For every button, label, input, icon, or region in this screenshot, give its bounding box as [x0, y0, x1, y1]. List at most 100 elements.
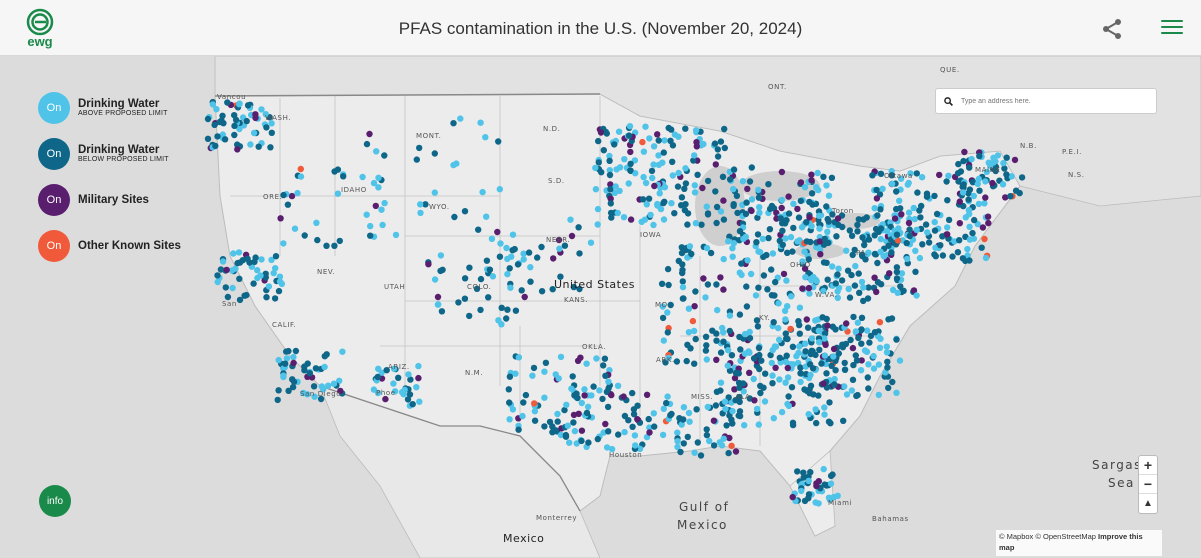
site-marker[interactable]	[297, 173, 305, 180]
site-marker[interactable]	[573, 390, 580, 397]
site-marker[interactable]	[903, 255, 911, 263]
site-marker[interactable]	[762, 370, 769, 377]
site-marker[interactable]	[673, 358, 681, 365]
site-marker[interactable]	[290, 359, 297, 367]
site-marker[interactable]	[712, 188, 719, 195]
site-marker[interactable]	[258, 106, 265, 113]
site-marker[interactable]	[981, 235, 988, 243]
site-marker[interactable]	[1003, 154, 1010, 161]
site-marker[interactable]	[733, 192, 741, 200]
site-marker[interactable]	[870, 352, 877, 360]
site-marker[interactable]	[690, 157, 697, 164]
site-marker[interactable]	[805, 477, 812, 485]
ewg-logo[interactable]: ewg	[22, 8, 58, 52]
site-marker[interactable]	[741, 422, 748, 429]
site-marker[interactable]	[778, 196, 786, 204]
site-marker[interactable]	[398, 389, 406, 396]
site-marker[interactable]	[835, 350, 842, 357]
site-marker[interactable]	[679, 266, 686, 274]
site-marker[interactable]	[1000, 159, 1007, 167]
site-marker[interactable]	[223, 266, 230, 274]
site-marker[interactable]	[981, 200, 988, 207]
site-marker[interactable]	[769, 346, 776, 354]
site-marker[interactable]	[714, 146, 721, 153]
site-marker[interactable]	[231, 122, 238, 130]
site-marker[interactable]	[775, 324, 782, 332]
site-marker[interactable]	[244, 255, 251, 262]
site-marker[interactable]	[982, 194, 989, 201]
site-marker[interactable]	[660, 405, 667, 412]
site-marker[interactable]	[268, 129, 275, 136]
site-marker[interactable]	[381, 199, 388, 207]
site-marker[interactable]	[613, 166, 620, 173]
site-marker[interactable]	[720, 197, 727, 204]
site-marker[interactable]	[531, 417, 539, 424]
site-marker[interactable]	[455, 299, 462, 306]
site-marker[interactable]	[650, 410, 657, 417]
site-marker[interactable]	[437, 252, 445, 259]
site-marker[interactable]	[862, 256, 869, 263]
site-marker[interactable]	[722, 405, 729, 413]
site-marker[interactable]	[263, 124, 270, 131]
site-marker[interactable]	[893, 188, 900, 195]
site-marker[interactable]	[784, 364, 791, 372]
site-marker[interactable]	[212, 142, 219, 150]
site-marker[interactable]	[795, 214, 803, 221]
site-marker[interactable]	[823, 182, 830, 189]
site-marker[interactable]	[726, 312, 734, 319]
site-marker[interactable]	[209, 101, 217, 108]
site-marker[interactable]	[760, 272, 768, 279]
site-marker[interactable]	[310, 383, 318, 390]
site-marker[interactable]	[590, 383, 597, 390]
site-marker[interactable]	[605, 428, 612, 435]
site-marker[interactable]	[531, 408, 539, 415]
site-marker[interactable]	[375, 184, 382, 191]
site-marker[interactable]	[734, 209, 741, 217]
site-marker[interactable]	[855, 334, 862, 342]
site-marker[interactable]	[634, 402, 641, 409]
site-marker[interactable]	[375, 174, 382, 181]
site-marker[interactable]	[896, 357, 904, 364]
site-marker[interactable]	[1008, 173, 1015, 180]
site-marker[interactable]	[600, 147, 607, 154]
legend-toggle-dw-below[interactable]: On Drinking Water BELOW PROPOSED LIMIT	[38, 138, 181, 170]
site-marker[interactable]	[693, 139, 700, 146]
site-marker[interactable]	[944, 224, 951, 231]
site-marker[interactable]	[813, 278, 820, 285]
site-marker[interactable]	[640, 148, 648, 155]
site-marker[interactable]	[778, 408, 786, 416]
site-marker[interactable]	[884, 227, 891, 235]
site-marker[interactable]	[568, 232, 576, 240]
site-marker[interactable]	[404, 396, 412, 403]
site-marker[interactable]	[557, 353, 565, 361]
site-marker[interactable]	[873, 288, 880, 296]
site-marker[interactable]	[578, 427, 586, 434]
site-marker[interactable]	[615, 128, 623, 135]
site-marker[interactable]	[803, 238, 811, 245]
site-marker[interactable]	[857, 327, 865, 334]
site-marker[interactable]	[813, 419, 820, 427]
site-marker[interactable]	[757, 389, 764, 397]
site-marker[interactable]	[843, 247, 850, 254]
site-marker[interactable]	[277, 215, 284, 222]
site-marker[interactable]	[860, 284, 867, 291]
site-marker[interactable]	[872, 251, 880, 258]
site-marker[interactable]	[856, 289, 863, 296]
site-marker[interactable]	[834, 271, 841, 278]
site-marker[interactable]	[800, 474, 807, 481]
site-marker[interactable]	[893, 205, 900, 213]
site-marker[interactable]	[845, 285, 852, 293]
site-marker[interactable]	[782, 379, 789, 386]
site-marker[interactable]	[557, 431, 565, 439]
site-marker[interactable]	[783, 277, 790, 284]
site-marker[interactable]	[966, 236, 974, 243]
site-marker[interactable]	[883, 349, 891, 356]
site-marker[interactable]	[306, 370, 313, 377]
site-marker[interactable]	[894, 289, 901, 296]
site-marker[interactable]	[568, 385, 575, 392]
site-marker[interactable]	[639, 196, 647, 203]
site-marker[interactable]	[860, 297, 867, 305]
site-marker[interactable]	[898, 270, 906, 277]
site-marker[interactable]	[825, 418, 833, 425]
site-marker[interactable]	[739, 178, 747, 185]
